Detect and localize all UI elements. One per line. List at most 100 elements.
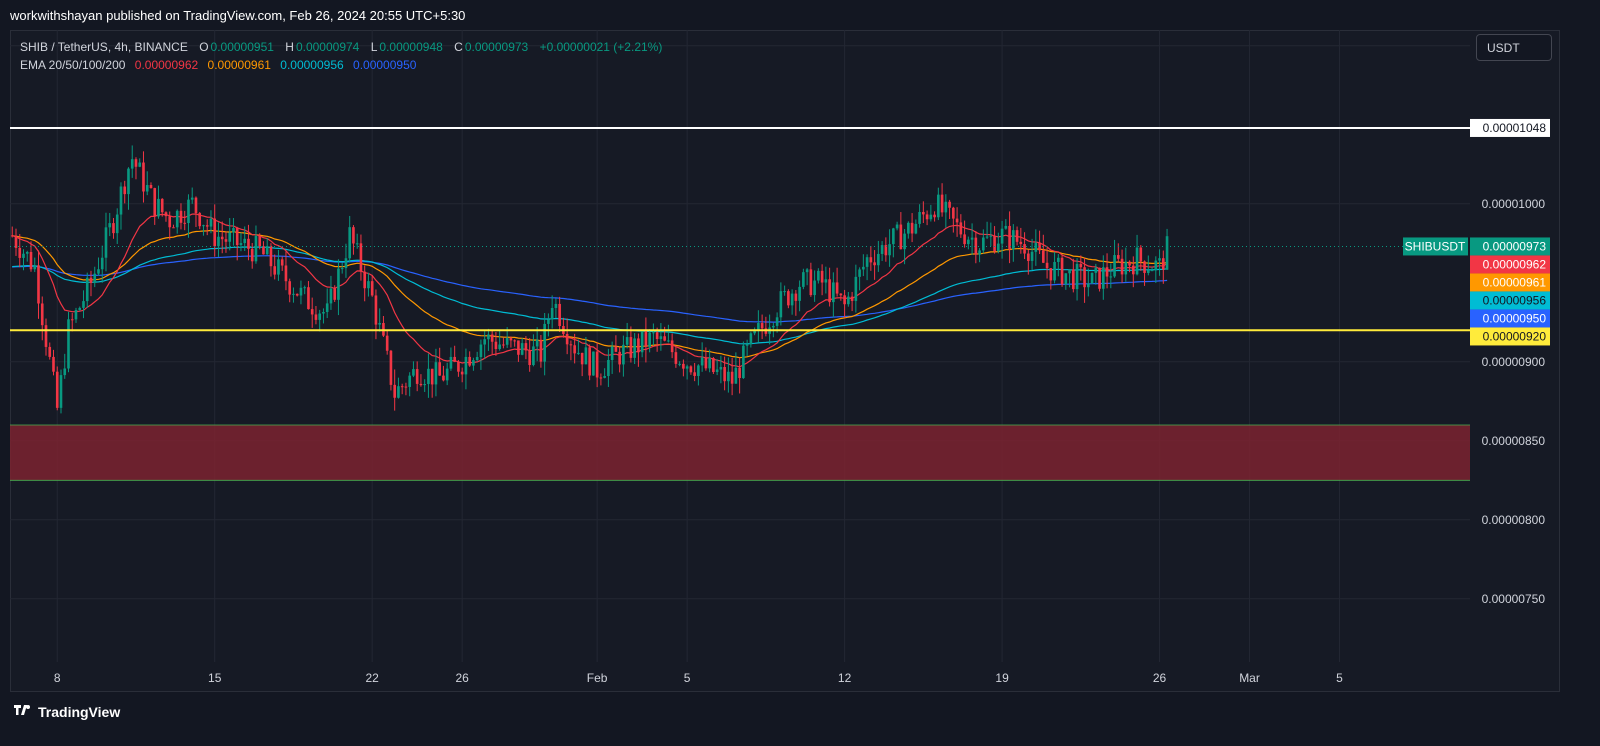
candle-body — [1049, 268, 1053, 281]
candle-body — [610, 346, 614, 360]
candle-body — [397, 386, 400, 398]
candle-body — [112, 223, 115, 234]
candle-body — [704, 357, 708, 369]
candle-body — [1023, 244, 1026, 254]
last-price-tag: 0.00000973 — [1483, 239, 1547, 253]
candle-body — [1105, 267, 1109, 277]
candle-body — [419, 383, 423, 386]
candle-body — [168, 216, 172, 228]
candle-body — [250, 248, 254, 262]
candle-body — [745, 344, 749, 346]
candle-body — [363, 271, 367, 289]
candle-body — [985, 236, 989, 238]
currency-button[interactable]: USDT — [1476, 34, 1552, 61]
x-tick-label: 19 — [995, 671, 1009, 685]
candle-body — [280, 259, 284, 266]
candle-body — [1094, 267, 1098, 273]
candle-body — [149, 185, 153, 189]
candle-body — [817, 270, 820, 281]
candle-body — [412, 369, 415, 376]
candle-body — [378, 322, 381, 325]
ema-tag-bg — [1470, 255, 1550, 274]
candle-body — [187, 199, 190, 224]
candle-body — [592, 351, 595, 376]
candle-body — [1053, 261, 1056, 281]
ema50-value: 0.00000961 — [207, 58, 271, 72]
candle-body — [434, 362, 438, 385]
candle-body — [400, 386, 404, 388]
candle-body — [629, 337, 633, 358]
candle-body — [329, 288, 333, 304]
candle-body — [1019, 241, 1023, 245]
candle-body — [1158, 258, 1161, 261]
candle-body — [993, 235, 996, 252]
candle-body — [157, 198, 160, 217]
candle-body — [1131, 265, 1135, 275]
candle-body — [802, 272, 805, 287]
candle-body — [907, 222, 910, 234]
candle-body — [937, 194, 940, 218]
candle-body — [303, 287, 307, 289]
candle-body — [1015, 230, 1019, 242]
candle-body — [948, 201, 951, 208]
candle-body — [108, 223, 112, 228]
candle-body — [922, 212, 925, 215]
candle-body — [1124, 261, 1128, 275]
candle-body — [1030, 251, 1034, 261]
candle-body — [847, 296, 850, 305]
ema-price-tag: 0.00000956 — [1483, 293, 1547, 307]
publisher-caption: workwithshayan published on TradingView.… — [10, 8, 466, 23]
candle-body — [359, 243, 363, 272]
ema-legend[interactable]: EMA 20/50/100/200 0.00000962 0.00000961 … — [20, 58, 418, 72]
support-price-tag: 0.00000920 — [1483, 329, 1547, 343]
candle-body — [325, 303, 329, 312]
demand-zone — [10, 425, 1470, 481]
tradingview-logo[interactable]: TradingView — [12, 704, 120, 720]
ema-label[interactable]: EMA 20/50/100/200 — [20, 58, 126, 72]
x-tick-label: 5 — [1336, 671, 1343, 685]
candle-body — [475, 357, 479, 361]
candle-body — [944, 201, 948, 213]
y-tick-label: 0.00001000 — [1482, 197, 1546, 211]
symbol-label[interactable]: SHIB / TetherUS, 4h, BINANCE — [20, 40, 188, 54]
candle-body — [1128, 261, 1131, 266]
low-value: 0.00000948 — [379, 40, 443, 54]
candle-body — [1150, 270, 1154, 272]
y-tick-label: 0.00000750 — [1482, 592, 1546, 606]
candle-body — [584, 347, 588, 365]
candle-body — [970, 237, 974, 240]
candle-body — [89, 277, 93, 283]
x-tick-label: Mar — [1239, 671, 1260, 685]
candle-body — [899, 224, 903, 250]
candle-body — [183, 222, 187, 224]
candle-body — [340, 268, 344, 270]
candle-body — [100, 257, 104, 270]
candle-body — [318, 313, 322, 320]
candle-body — [220, 236, 224, 240]
candle-body — [423, 384, 426, 386]
candle-body — [828, 279, 831, 303]
chart-pane[interactable] — [10, 30, 1560, 692]
ohlc-legend[interactable]: SHIB / TetherUS, 4h, BINANCE O 0.00000951… — [20, 40, 664, 54]
candle-body — [490, 334, 494, 342]
candle-body — [708, 358, 711, 369]
candle-body — [44, 325, 48, 347]
candle-body — [573, 345, 576, 354]
candle-body — [779, 291, 783, 318]
candle-body — [775, 317, 779, 326]
candle-body — [85, 277, 89, 302]
resistance-price-tag-bg — [1470, 118, 1550, 137]
y-tick-label: 0.00000900 — [1482, 355, 1546, 369]
candle-body — [355, 243, 359, 245]
candle-body — [967, 239, 970, 245]
candle-body — [70, 319, 74, 321]
candle-body — [1027, 253, 1030, 261]
resistance-price-tag: 0.00001048 — [1483, 121, 1547, 135]
candle-body — [963, 234, 966, 245]
candle-body — [74, 310, 78, 320]
candle-body — [198, 213, 202, 227]
candle-body — [667, 340, 670, 342]
candle-body — [498, 344, 501, 350]
ema20-value: 0.00000962 — [134, 58, 199, 72]
